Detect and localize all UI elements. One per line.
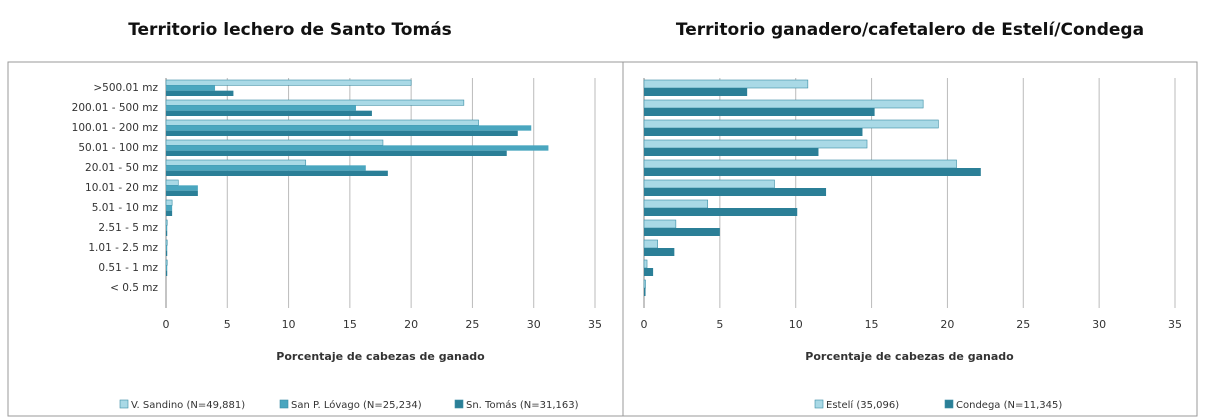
bar (643, 279, 646, 289)
bar (165, 219, 168, 226)
bar (644, 268, 654, 276)
bar (644, 168, 981, 176)
x-tick-label: 5 (224, 318, 231, 331)
legend-label: Condega (N=11,345) (956, 400, 1062, 411)
x-tick-label: 30 (1092, 318, 1106, 331)
y-tick-label: 0.51 - 1 mz (98, 262, 158, 274)
y-tick-label: < 0.5 mz (110, 282, 158, 294)
x-tick-label: 10 (789, 318, 803, 331)
bar (165, 79, 412, 86)
bar (643, 139, 868, 149)
x-tick-label: 20 (940, 318, 954, 331)
legend-swatch (814, 399, 824, 409)
bar (644, 288, 646, 296)
y-tick-label: 20.01 - 50 mz (85, 162, 158, 174)
bar (166, 85, 216, 91)
chart-title: Territorio lechero de Santo Tomás (128, 20, 452, 40)
bar (165, 199, 173, 206)
bar (166, 165, 366, 171)
x-tick-label: 10 (282, 318, 296, 331)
bar (643, 219, 677, 229)
bar (166, 170, 388, 176)
x-tick-label: 30 (527, 318, 541, 331)
x-tick-label: 35 (588, 318, 602, 331)
bar (643, 99, 924, 109)
bar (644, 188, 827, 196)
legend-label: V. Sandino (N=49,881) (131, 400, 245, 411)
bar (166, 265, 168, 271)
bar (644, 248, 675, 256)
y-tick-label: >500.01 mz (93, 82, 158, 94)
bar (166, 190, 198, 196)
bar (643, 159, 957, 169)
bar (644, 208, 798, 216)
y-tick-label: 50.01 - 100 mz (78, 142, 158, 154)
bar (643, 259, 648, 269)
y-tick-label: 2.51 - 5 mz (98, 222, 158, 234)
legend-label: Estelí (35,096) (826, 399, 899, 411)
bar (166, 250, 168, 256)
x-tick-label: 25 (1016, 318, 1030, 331)
x-tick-label: 15 (343, 318, 357, 331)
bar (166, 270, 168, 276)
x-tick-label: 15 (865, 318, 879, 331)
x-tick-label: 0 (641, 318, 648, 331)
legend-swatch (279, 399, 289, 409)
bar (643, 119, 939, 129)
bar (166, 125, 532, 131)
bar (644, 148, 819, 156)
bar (644, 88, 748, 96)
legend-swatch (119, 399, 129, 409)
y-tick-label: 10.01 - 20 mz (85, 182, 158, 194)
bar (165, 139, 384, 146)
x-axis-label: Porcentaje de cabezas de ganado (805, 350, 1014, 363)
bar (644, 108, 875, 116)
panel-frame (622, 61, 1198, 417)
bar (166, 145, 549, 151)
x-tick-label: 25 (465, 318, 479, 331)
y-tick-label: 200.01 - 500 mz (72, 102, 159, 114)
x-tick-label: 35 (1168, 318, 1182, 331)
bar (643, 79, 809, 89)
bar (165, 159, 307, 166)
x-tick-label: 0 (163, 318, 170, 331)
bar (165, 239, 168, 246)
legend-swatch (454, 399, 464, 409)
legend-label: San P. Lóvago (N=25,234) (291, 399, 422, 411)
y-tick-label: 1.01 - 2.5 mz (88, 242, 158, 254)
x-tick-label: 5 (716, 318, 723, 331)
bar (166, 110, 372, 116)
legend-swatch (944, 399, 954, 409)
bar (166, 185, 198, 191)
bar (166, 150, 507, 156)
bar (166, 245, 168, 251)
bar (643, 239, 658, 249)
y-tick-label: 5.01 - 10 mz (92, 202, 159, 214)
x-axis-label: Porcentaje de cabezas de ganado (276, 350, 485, 363)
bar (166, 225, 168, 231)
bar (166, 210, 173, 216)
legend-label: Sn. Tomás (N=31,163) (466, 399, 579, 411)
bar (166, 90, 234, 96)
x-tick-label: 20 (404, 318, 418, 331)
chart-title: Territorio ganadero/cafetalero de Estelí… (676, 20, 1144, 40)
bar (644, 228, 720, 236)
bar (166, 130, 518, 136)
bar (166, 105, 356, 111)
bar (165, 119, 479, 126)
bar (166, 230, 168, 236)
bar (644, 128, 863, 136)
bar (165, 99, 465, 106)
bar (643, 199, 709, 209)
bar (643, 179, 775, 189)
bar (165, 179, 179, 186)
y-tick-label: 100.01 - 200 mz (72, 122, 159, 134)
bar (166, 205, 173, 211)
bar (165, 259, 168, 266)
